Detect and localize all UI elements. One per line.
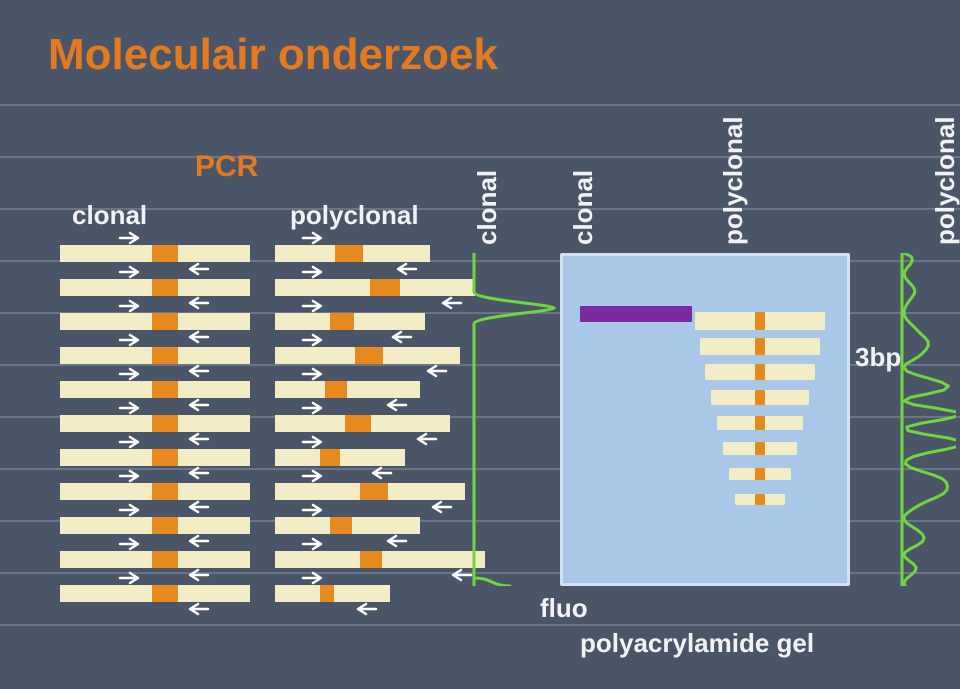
background-rule [0, 156, 960, 158]
clonal-fragment-junction [152, 347, 178, 364]
polyclonal-fragment-junction [345, 415, 371, 432]
slide-title: Moleculair onderzoek [48, 30, 498, 80]
polyclonal-fragment-junction [360, 483, 388, 500]
gel-band-marker [755, 312, 765, 330]
polyclonal-fragment-junction [355, 347, 383, 364]
primer-arrow-fwd [301, 231, 329, 245]
polyclonal-fragment [275, 381, 420, 398]
pcr-label: PCR [195, 150, 258, 184]
primer-arrow-rev [182, 364, 210, 378]
primer-arrow-fwd [301, 299, 329, 313]
clonal-fragment-junction [152, 313, 178, 330]
primer-arrow-rev [350, 602, 378, 616]
primer-arrow-rev [390, 262, 418, 276]
primer-arrow-rev [182, 398, 210, 412]
primer-arrow-rev [182, 568, 210, 582]
slide-canvas: Moleculair onderzoek PCR clonal polyclonal f… [0, 0, 960, 689]
polyclonal-fragment-junction [330, 517, 352, 534]
primer-arrow-fwd [118, 333, 146, 347]
primer-arrow-rev [182, 330, 210, 344]
fluo-label: fluo [540, 593, 588, 624]
clonal-fragment-junction [152, 449, 178, 466]
primer-arrow-fwd [118, 469, 146, 483]
gel-band-marker [755, 468, 765, 480]
gel-band-marker [755, 494, 765, 505]
polyclonal-lane-label: polyclonal [718, 116, 749, 245]
primer-arrow-rev [385, 330, 413, 344]
primer-arrow-fwd [118, 299, 146, 313]
primer-arrow-rev [380, 398, 408, 412]
clonal-fragment-junction [152, 483, 178, 500]
primer-arrow-rev [420, 364, 448, 378]
clonal-column-label: clonal [72, 200, 147, 231]
primer-arrow-fwd [301, 435, 329, 449]
polyclonal-fragment-junction [335, 245, 363, 262]
clonal-electropherogram [468, 253, 556, 586]
polyclonal-electropherogram [900, 253, 956, 586]
primer-arrow-fwd [301, 333, 329, 347]
primer-arrow-fwd [118, 231, 146, 245]
primer-arrow-rev [182, 534, 210, 548]
primer-arrow-fwd [301, 265, 329, 279]
clonal-fragment-junction [152, 551, 178, 568]
gel-label: polyacrylamide gel [580, 628, 814, 659]
clonal-fragment-junction [152, 585, 178, 602]
primer-arrow-fwd [301, 503, 329, 517]
primer-arrow-fwd [118, 367, 146, 381]
primer-arrow-fwd [301, 469, 329, 483]
primer-arrow-rev [380, 534, 408, 548]
polyclonal-fragment [275, 449, 405, 466]
polyclonal-fragment-junction [325, 381, 347, 398]
background-rule [0, 624, 960, 626]
primer-arrow-fwd [118, 435, 146, 449]
primer-arrow-rev [425, 500, 453, 514]
polyacrylamide-gel [560, 253, 850, 586]
clonal-fragment-junction [152, 245, 178, 262]
primer-arrow-fwd [301, 537, 329, 551]
polyclonal-fragment-junction [320, 585, 334, 602]
clonal-fragment-junction [152, 517, 178, 534]
gel-band-clonal [580, 306, 692, 322]
polyclonal-column-label: polyclonal [290, 200, 419, 231]
polyclonal-fragment-junction [330, 313, 354, 330]
gel-band-marker [755, 364, 765, 380]
clonal-lane-label: clonal [568, 170, 599, 245]
primer-arrow-fwd [118, 265, 146, 279]
primer-arrow-rev [182, 432, 210, 446]
primer-arrow-fwd [118, 503, 146, 517]
gel-band-marker [755, 390, 765, 405]
primer-arrow-fwd [301, 367, 329, 381]
primer-arrow-rev [182, 262, 210, 276]
primer-arrow-rev [182, 602, 210, 616]
clonal-fragment-junction [152, 279, 178, 296]
primer-arrow-fwd [118, 401, 146, 415]
primer-arrow-fwd [301, 401, 329, 415]
primer-arrow-fwd [118, 537, 146, 551]
polyclonal-fragment-junction [360, 551, 382, 568]
polyclonal-fragment-junction [320, 449, 340, 466]
primer-arrow-rev [435, 296, 463, 310]
gel-band-marker [755, 416, 765, 430]
gel-band-marker [755, 442, 765, 455]
clonal-trace-label: clonal [472, 170, 503, 245]
primer-arrow-rev [182, 500, 210, 514]
gel-band-marker [755, 338, 765, 355]
clonal-fragment-junction [152, 415, 178, 432]
three-bp-label: 3bp [855, 342, 901, 373]
polyclonal-trace-label: polyclonal [930, 116, 960, 245]
polyclonal-fragment-junction [370, 279, 400, 296]
background-rule [0, 104, 960, 106]
primer-arrow-rev [410, 432, 438, 446]
primer-arrow-rev [182, 296, 210, 310]
clonal-fragment-junction [152, 381, 178, 398]
